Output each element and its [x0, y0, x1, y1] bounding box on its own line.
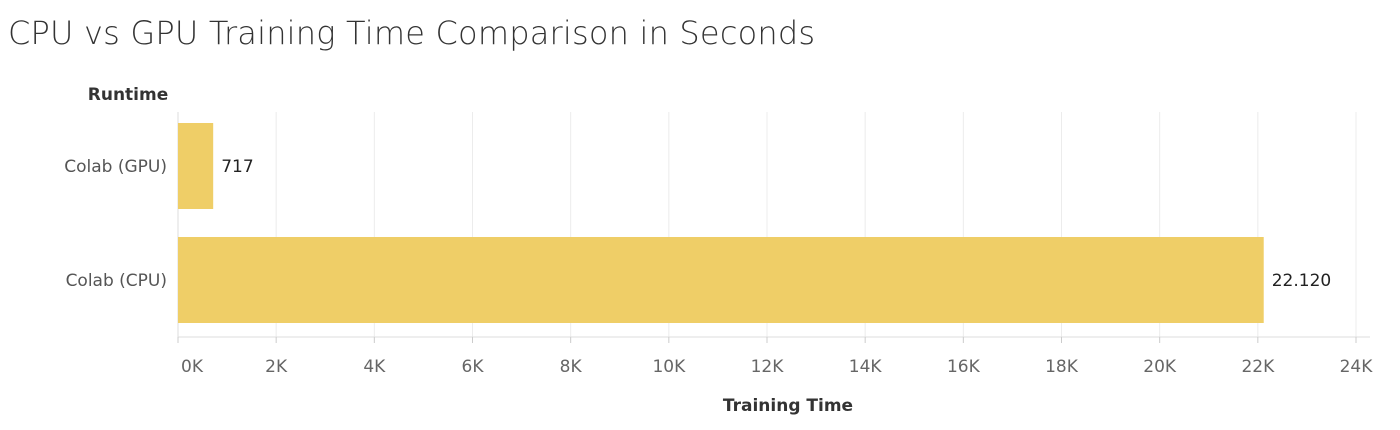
x-tick-label: 8K [560, 357, 583, 377]
labels: Colab (GPU) 717 Colab (CPU) 22.120 [64, 157, 1331, 291]
value-label: 717 [221, 157, 253, 177]
chart-title: CPU vs GPU Training Time Comparison in S… [8, 14, 816, 52]
x-tick-label: 2K [265, 357, 288, 377]
x-tick-label: 16K [947, 357, 981, 377]
row-header: Runtime [88, 85, 169, 105]
x-tick-label: 24K [1340, 357, 1374, 377]
x-tick-label: 22K [1241, 357, 1275, 377]
x-tick-label: 4K [363, 357, 386, 377]
category-label: Colab (CPU) [66, 271, 167, 291]
x-tick-label: 10K [652, 357, 686, 377]
x-tick-label: 20K [1143, 357, 1177, 377]
x-tick-label: 6K [462, 357, 485, 377]
bars [178, 123, 1264, 323]
x-tick-label: 0K [181, 357, 204, 377]
x-axis-title: Training Time [723, 396, 853, 416]
x-tick-label: 12K [751, 357, 785, 377]
value-label: 22.120 [1272, 271, 1331, 291]
bar [178, 123, 214, 209]
x-tick-label: 18K [1045, 357, 1079, 377]
bar [178, 237, 1264, 323]
category-label: Colab (GPU) [64, 157, 167, 177]
x-tick-label: 14K [849, 357, 883, 377]
x-axis: 0K 2K 4K 6K 8K 10K 12K 14K 16K 18K 20K 22K 24K [177, 112, 1374, 377]
